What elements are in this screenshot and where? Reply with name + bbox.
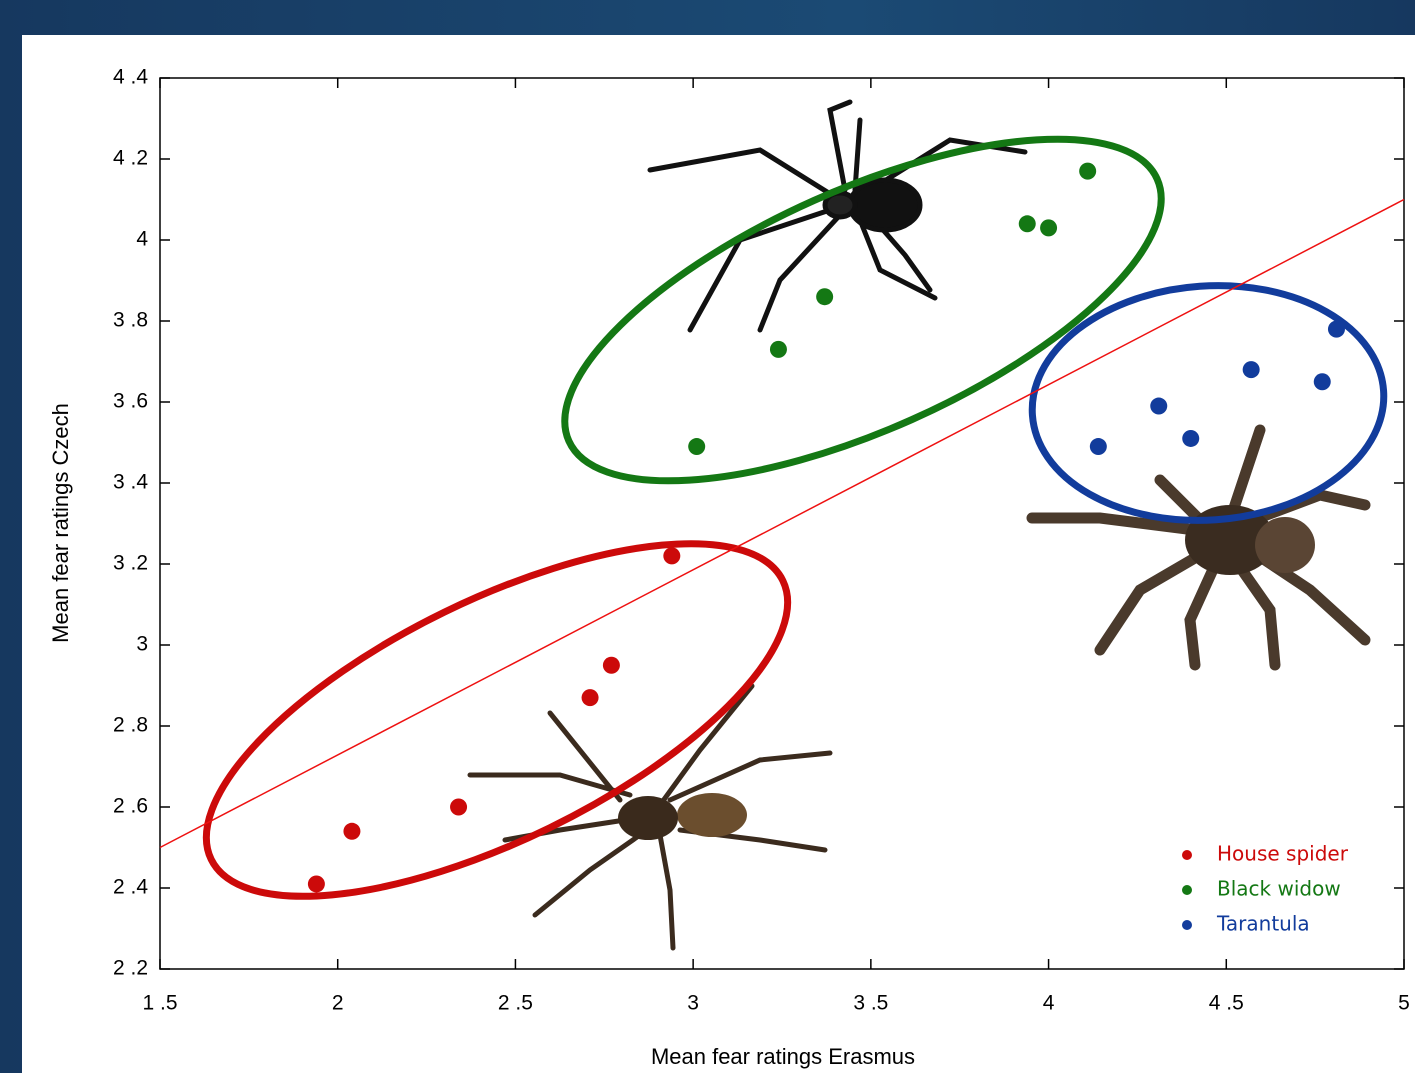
point [1314, 373, 1331, 390]
point [1040, 219, 1057, 236]
x-tick-label: 4 [1043, 992, 1055, 1015]
point [688, 438, 705, 455]
legend-marker [1182, 920, 1192, 930]
x-tick-label: 2 [332, 992, 344, 1015]
legend-text: House spider [1217, 842, 1349, 866]
point [770, 341, 787, 358]
legend-text: Black widow [1217, 877, 1341, 901]
tarantula-image [1032, 430, 1365, 665]
point [603, 657, 620, 674]
point [582, 689, 599, 706]
y-tick-label: 4 .2 [113, 147, 148, 170]
y-tick-label: 4 .4 [113, 66, 148, 89]
legend-text: Tarantula [1216, 912, 1310, 936]
x-axis-label: Mean fear ratings Erasmus [651, 1044, 915, 1069]
point [1019, 215, 1036, 232]
x-tick-label: 5 [1398, 992, 1410, 1015]
point [1243, 361, 1260, 378]
point [1079, 163, 1096, 180]
y-tick-label: 2 .2 [113, 957, 148, 980]
x-tick-label: 3 [687, 992, 699, 1015]
point [1150, 398, 1167, 415]
point [1328, 321, 1345, 338]
black-widow-image [650, 102, 1025, 330]
point [450, 799, 467, 816]
point [1090, 438, 1107, 455]
x-tick-label: 2 .5 [498, 992, 533, 1015]
y-tick-label: 3 [136, 633, 148, 656]
legend-marker [1182, 850, 1192, 860]
y-tick-label: 3 .2 [113, 552, 148, 575]
chart: Mean fear ratings Erasmus Mean fear rati… [0, 0, 1415, 1073]
y-tick-label: 2 .6 [113, 795, 148, 818]
point [343, 823, 360, 840]
point [1182, 430, 1199, 447]
y-tick-label: 4 [136, 228, 148, 251]
y-tick-label: 3 .4 [113, 471, 148, 494]
y-tick-label: 3 .8 [113, 309, 148, 332]
legend-marker [1182, 885, 1192, 895]
y-tick-label: 2 .4 [113, 876, 148, 899]
point [663, 547, 680, 564]
point [308, 875, 325, 892]
point [816, 288, 833, 305]
y-tick-label: 3 .6 [113, 390, 148, 413]
x-tick-label: 4 .5 [1209, 992, 1244, 1015]
y-axis-label: Mean fear ratings Czech [48, 403, 73, 643]
x-tick-label: 1 .5 [142, 992, 177, 1015]
page: {"chart_data": {"type": "scatter", "xlab… [0, 0, 1415, 1073]
y-tick-label: 2 .8 [113, 714, 148, 737]
house-spider-image [470, 686, 830, 948]
x-tick-label: 3 .5 [853, 992, 888, 1015]
house-spider-ellipse [159, 473, 836, 968]
